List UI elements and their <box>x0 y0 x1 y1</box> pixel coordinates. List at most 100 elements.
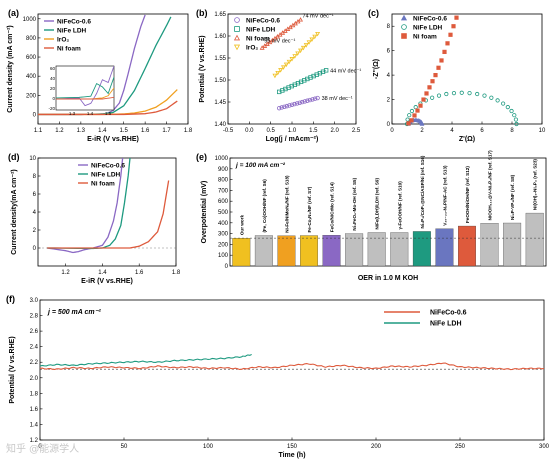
inset-y-tick-label: 20 <box>50 86 56 91</box>
y-tick-label: 0 <box>225 264 229 270</box>
panel-label: (d) <box>8 152 20 162</box>
data-point <box>424 91 429 96</box>
y-tick-label: 2.8 <box>30 314 39 320</box>
y-axis-label: Potential (V vs.RHE) <box>199 35 206 102</box>
legend-label: NiFe LDH <box>57 28 87 35</box>
legend-marker <box>234 17 240 23</box>
legend-label: IrO₂ <box>57 37 69 44</box>
data-point <box>298 48 304 54</box>
bar <box>412 231 431 267</box>
data-point <box>312 96 318 101</box>
annotation: j = 100 mA cm⁻² <box>235 162 286 169</box>
data-point <box>306 40 312 45</box>
data-point <box>430 95 435 100</box>
data-point <box>489 95 494 100</box>
series-line <box>39 353 252 367</box>
x-tick-label: 1.4 <box>98 270 107 276</box>
plot-frame <box>39 299 545 441</box>
data-point <box>409 118 414 123</box>
data-point <box>302 99 307 104</box>
data-point <box>467 90 472 96</box>
data-point <box>292 54 298 59</box>
data-point <box>407 113 412 118</box>
data-point <box>310 97 315 102</box>
y-axis-label: Overpotential (mV) <box>201 181 208 244</box>
bar <box>458 225 476 267</box>
data-point <box>512 113 517 118</box>
bar <box>503 222 522 267</box>
data-point <box>323 68 329 73</box>
data-point <box>509 108 514 114</box>
bar-category-label: FeOOH/NiOH/NF (ref. S12) <box>465 166 470 223</box>
fit-line <box>274 33 318 76</box>
plot-frame <box>229 157 547 267</box>
y-tick-label: 200 <box>218 242 229 248</box>
inset-y-tick-label: 0 <box>52 96 55 101</box>
inset-series-line <box>56 96 114 100</box>
data-point <box>287 103 292 108</box>
bar-category-label: Fe-CoₓN₂/NF (ref. S7) <box>307 186 312 232</box>
x-tick-label: 6 <box>480 128 484 134</box>
data-point <box>292 101 297 107</box>
x-tick-label: 1.0 <box>288 128 297 134</box>
x-tick-label: 1.2 <box>55 128 64 134</box>
y-tick-label: 0 <box>33 246 37 252</box>
data-point <box>406 121 411 126</box>
legend-marker <box>401 33 407 39</box>
data-point <box>495 98 500 103</box>
y-tick-label: 1.4 <box>30 422 39 428</box>
y-tick-label: 1.65 <box>214 12 226 18</box>
data-point <box>442 49 447 54</box>
data-point <box>433 73 438 78</box>
y-tick-label: 600 <box>26 55 37 61</box>
x-tick-label: 250 <box>455 444 466 450</box>
data-point <box>294 101 300 106</box>
y-tick-label: 0 <box>387 122 391 128</box>
x-tick-label: 4 <box>450 128 454 134</box>
y-tick-label: 2.4 <box>30 345 39 351</box>
legend-label: Ni foam <box>57 46 81 53</box>
data-point <box>427 85 432 90</box>
x-axis-label: Log(j / mAcm⁻²) <box>266 136 319 143</box>
data-point <box>413 105 418 110</box>
y-tick-label: 700 <box>218 188 229 194</box>
y-tick-label: 1.50 <box>214 78 226 84</box>
y-axis-label: -Z''(Ω) <box>373 59 380 79</box>
y-tick-label: 1.45 <box>214 100 226 106</box>
y-tick-label: 600 <box>218 199 229 205</box>
data-point <box>295 51 301 56</box>
data-point <box>275 70 281 76</box>
fit-line <box>279 70 327 93</box>
tafel-slope-label: 74 mV dec⁻¹ <box>303 14 334 20</box>
x-axis-label: E-iR (V vs.RHE) <box>87 136 139 143</box>
data-point <box>312 34 318 40</box>
y-tick-label: 500 <box>218 210 229 216</box>
y-tick-label: 2 <box>33 228 37 234</box>
data-point <box>436 65 441 70</box>
data-point <box>297 100 302 105</box>
watermark: 知乎 @能源学人 <box>6 444 80 455</box>
legend-label: NiFeCo-0.6 <box>413 16 447 23</box>
y-tick-label: 900 <box>218 167 229 173</box>
panel-label: (e) <box>196 152 207 162</box>
panel-e: 0 100 200 300 400 500 600 700 800 900 1000 Overpote… <box>196 150 547 282</box>
y-tick-label: 8 <box>387 24 391 30</box>
y-tick-label: 4 <box>387 73 391 79</box>
bar <box>390 232 409 267</box>
bar <box>232 237 251 267</box>
x-tick-label: 10 <box>539 128 546 134</box>
data-point <box>421 97 426 102</box>
x-tick-label: 0.5 <box>266 128 275 134</box>
data-point <box>300 99 305 105</box>
y-tick-label: 300 <box>218 232 229 238</box>
y-tick-label: 4 <box>33 210 37 216</box>
data-point <box>454 15 459 20</box>
bar-category-label: Our work <box>239 215 244 236</box>
x-tick-label: 50 <box>121 444 128 450</box>
y-axis-label: Potential (V vs.RHE) <box>9 336 16 403</box>
x-tick-label: 1.6 <box>135 270 144 276</box>
x-tick-label: 0 <box>38 444 42 450</box>
inset-y-tick-label: -20 <box>48 106 55 111</box>
bar-category-label: FeCo/NiCrMo (ref. S14) <box>330 182 335 232</box>
data-point <box>284 103 290 109</box>
